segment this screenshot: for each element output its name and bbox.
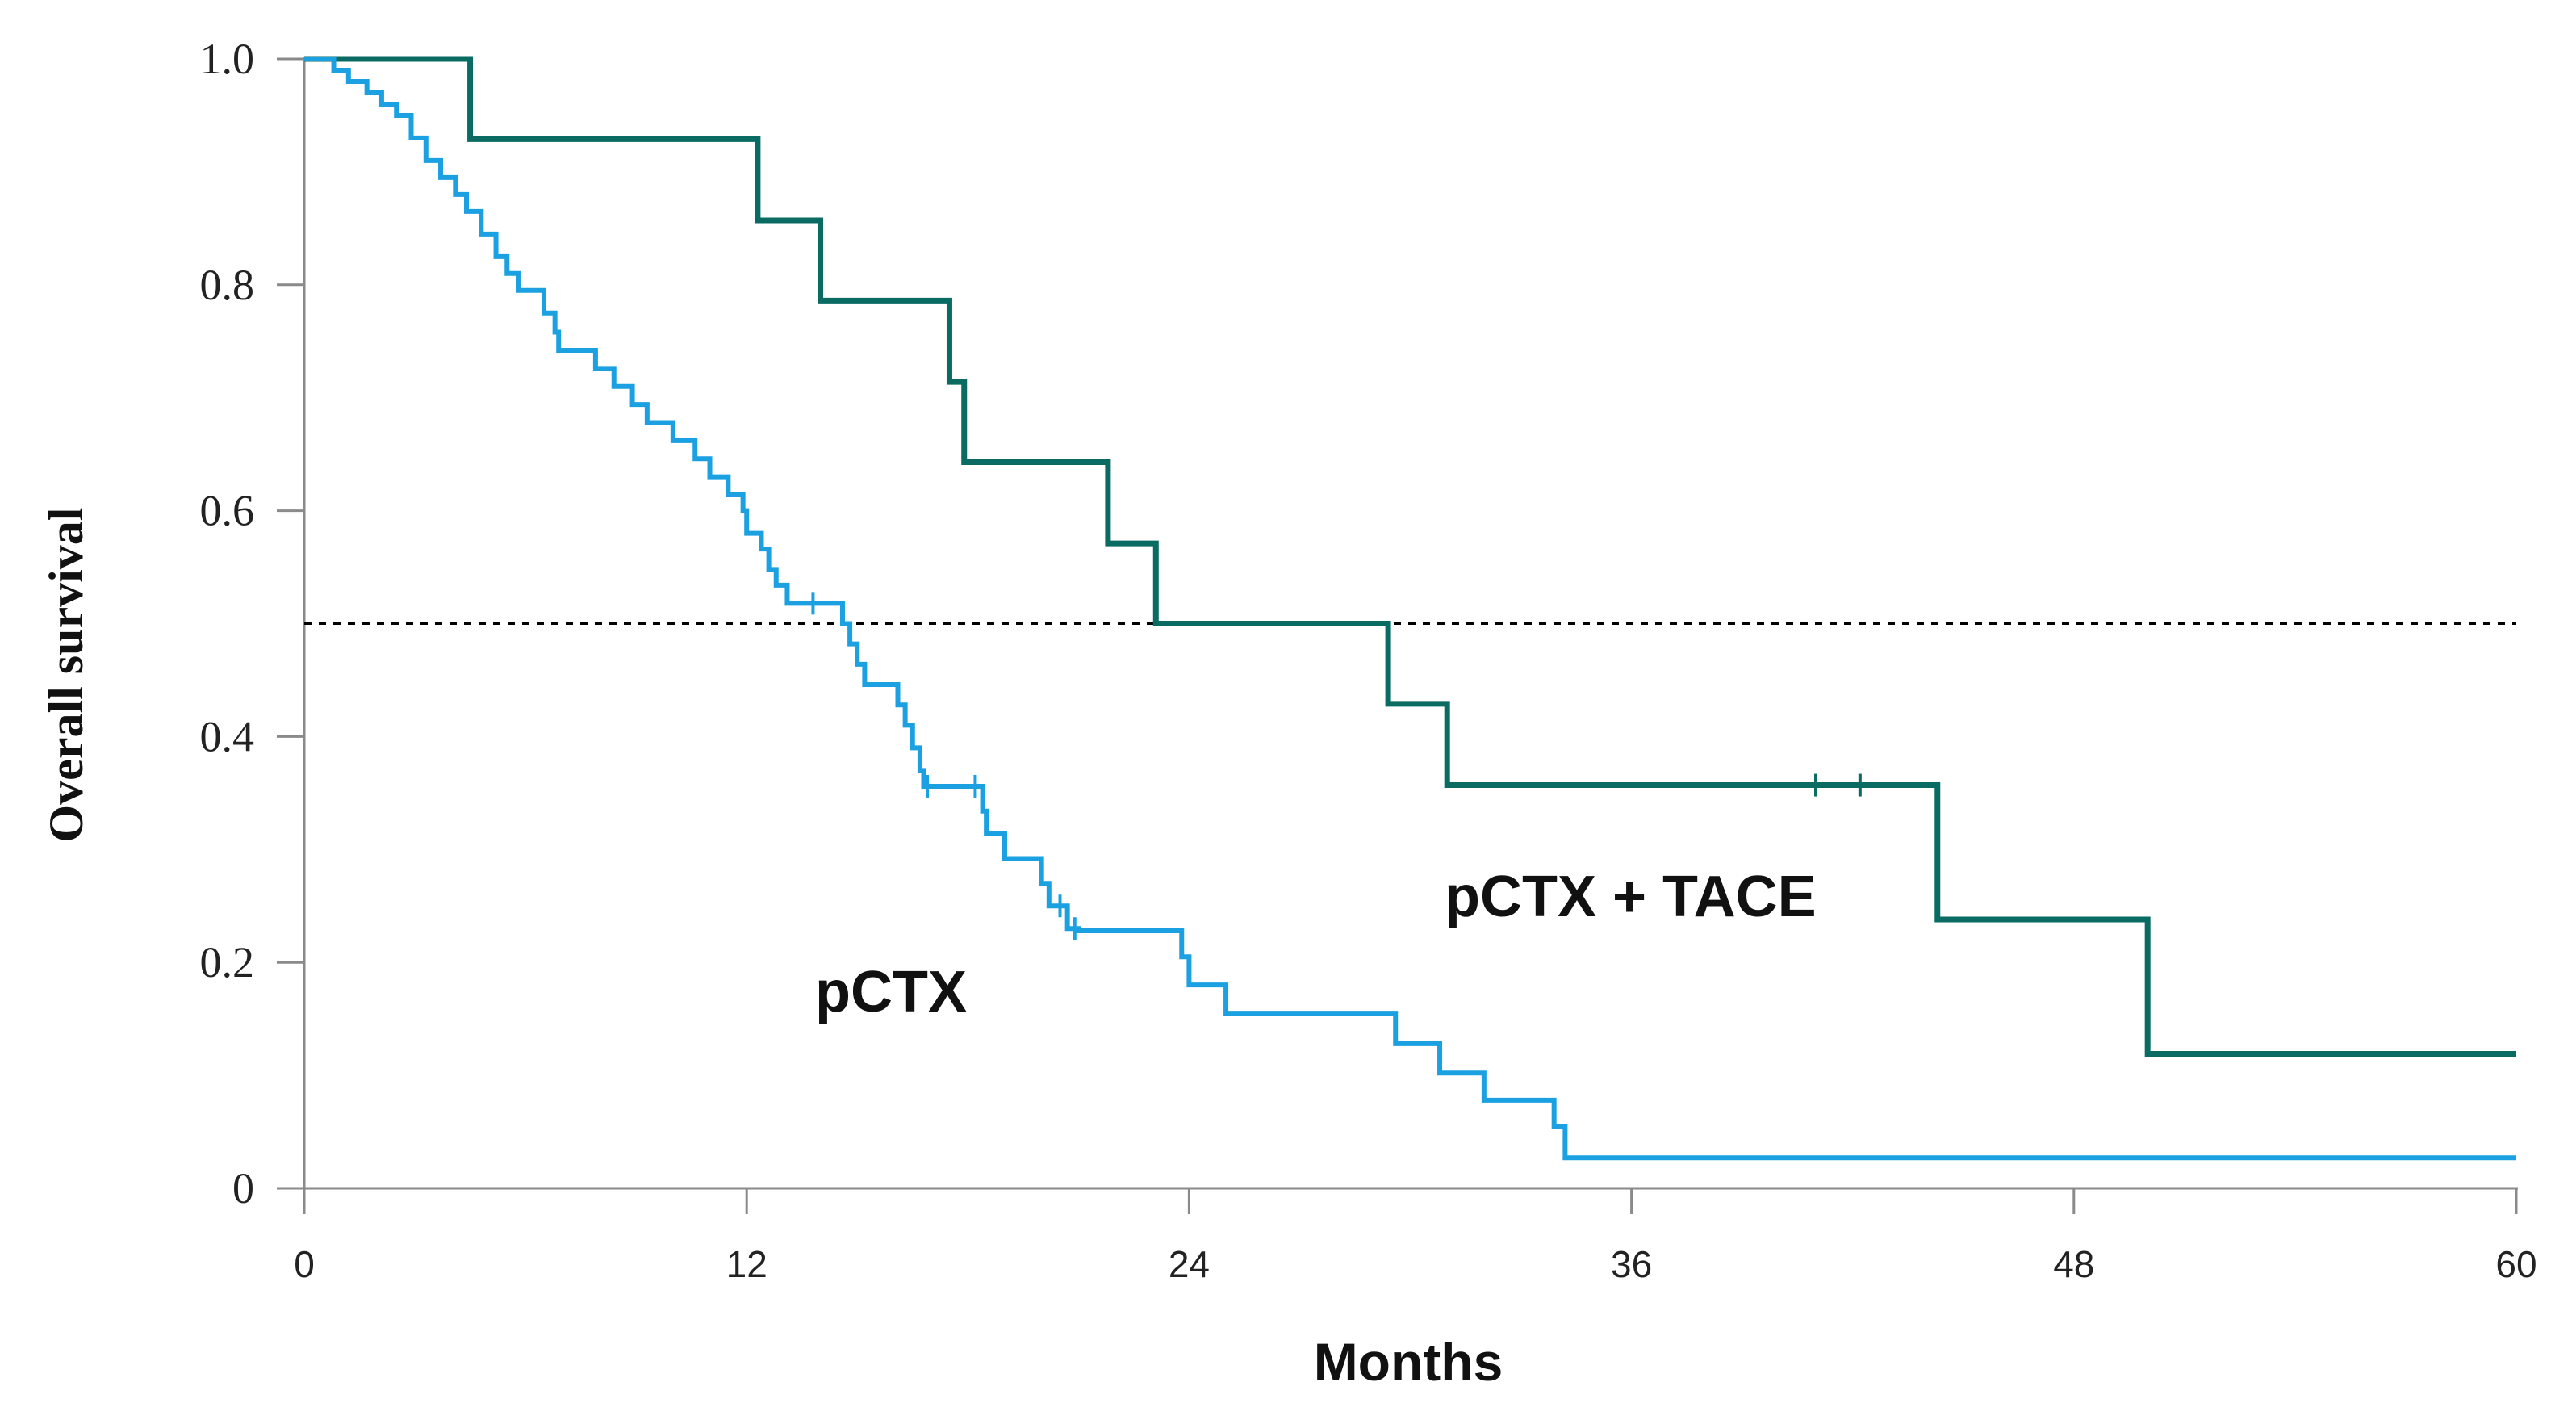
survival-curve <box>304 57 2516 1161</box>
axis-labels: Overall survival Months <box>40 508 1503 1392</box>
y-tick-label: 0.6 <box>200 487 255 535</box>
x-axis-label: Months <box>1314 1332 1503 1392</box>
series-pctx-tace <box>304 56 2516 1058</box>
survival-curves: pCTX + TACE pCTX <box>304 56 2516 1161</box>
x-tick-label: 24 <box>1169 1243 1210 1285</box>
series-label: pCTX <box>815 960 967 1024</box>
x-tick-label: 12 <box>726 1243 767 1285</box>
axes: 0 0.2 0.4 0.6 0.8 1.0 0 12 24 36 48 60 <box>200 35 2537 1285</box>
x-tick-label: 48 <box>2053 1243 2094 1285</box>
x-tick-label: 60 <box>2495 1243 2536 1285</box>
survival-curve <box>304 56 2516 1058</box>
y-tick-label: 0 <box>232 1164 254 1213</box>
x-tick-label: 0 <box>294 1243 315 1285</box>
y-tick-label: 0.2 <box>200 938 255 986</box>
series-pctx <box>304 57 2516 1161</box>
y-tick-label: 1.0 <box>200 35 255 83</box>
series-label: pCTX + TACE <box>1445 865 1817 929</box>
y-tick-label: 0.4 <box>200 712 255 760</box>
y-axis-label: Overall survival <box>40 508 93 843</box>
x-tick-label: 36 <box>1611 1243 1652 1285</box>
y-tick-label: 0.8 <box>200 261 255 309</box>
